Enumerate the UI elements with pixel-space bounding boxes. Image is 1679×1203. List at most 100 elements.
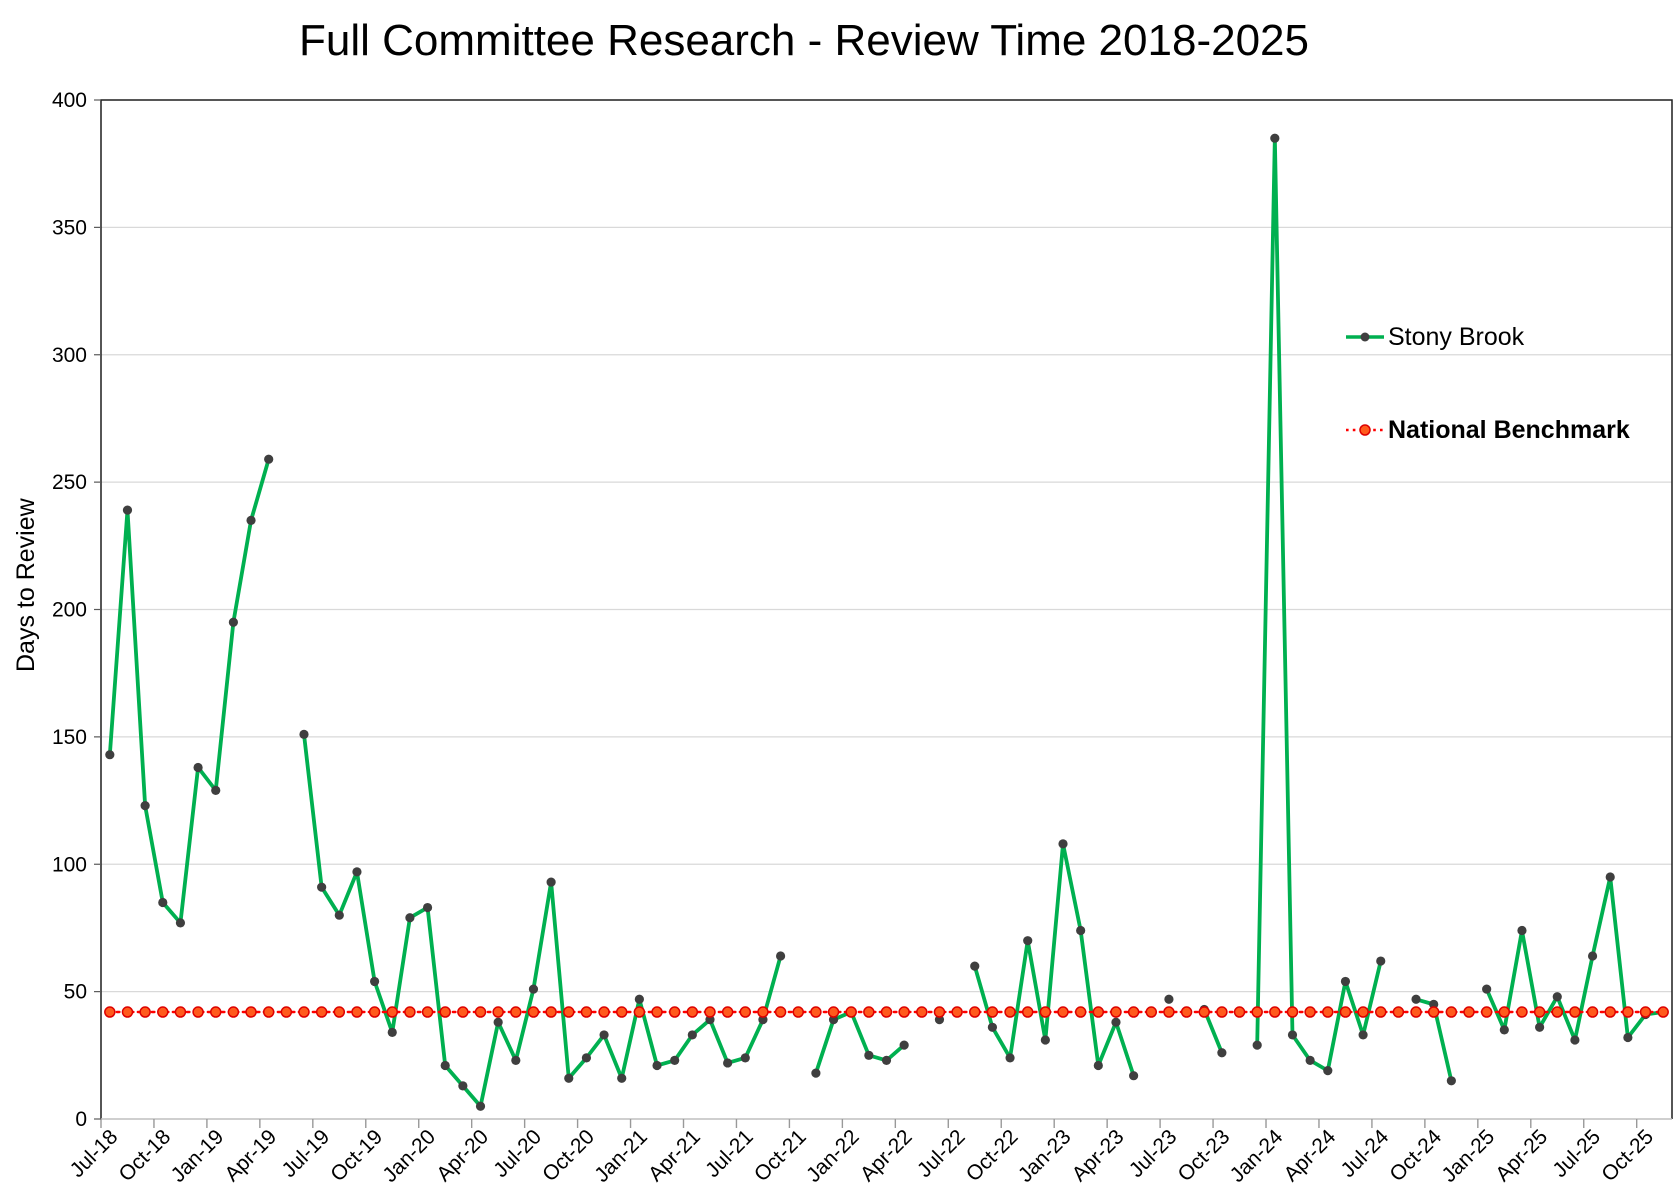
stony-brook-data-point <box>546 877 556 887</box>
benchmark-data-point <box>386 1006 399 1018</box>
benchmark-data-point <box>1163 1006 1175 1018</box>
benchmark-data-point <box>1427 1006 1440 1018</box>
benchmark-data-point <box>1445 1006 1458 1018</box>
x-tick-label: Oct-22 <box>962 1125 1023 1186</box>
benchmark-data-point <box>174 1006 187 1018</box>
legend-label-national-benchmark: National Benchmark <box>1388 415 1630 444</box>
benchmark-data-point <box>933 1006 946 1018</box>
stony-brook-data-point <box>1570 1035 1580 1045</box>
stony-brook-data-point <box>970 961 980 971</box>
benchmark-data-point <box>1074 1006 1087 1018</box>
stony-brook-data-point <box>458 1081 468 1091</box>
y-tick-label: 400 <box>52 89 87 112</box>
stony-brook-data-point <box>405 913 415 923</box>
y-tick-label: 350 <box>52 216 87 239</box>
benchmark-data-point <box>157 1006 169 1018</box>
benchmark-data-point <box>1410 1006 1422 1018</box>
benchmark-data-point <box>368 1006 381 1018</box>
stony-brook-data-point <box>1270 133 1280 143</box>
y-tick-label: 0 <box>75 1108 87 1131</box>
x-tick-label: Oct-23 <box>1174 1125 1235 1186</box>
benchmark-data-point <box>1551 1006 1564 1018</box>
x-tick-label: Jul-22 <box>913 1125 970 1182</box>
y-tick-label: 250 <box>52 471 87 494</box>
stony-brook-data-point <box>1111 1017 1121 1027</box>
stony-brook-data-point <box>422 902 433 913</box>
stony-brook-line-segment <box>107 457 271 925</box>
benchmark-data-point <box>227 1006 240 1018</box>
benchmark-data-point <box>668 1006 681 1018</box>
stony-brook-data-point <box>1411 994 1421 1004</box>
benchmark-data-point <box>704 1006 716 1018</box>
stony-brook-data-point <box>1093 1060 1103 1071</box>
stony-brook-data-point <box>1499 1025 1509 1035</box>
x-tick-label: Oct-20 <box>538 1125 599 1186</box>
stony-brook-line-segment <box>302 732 783 1109</box>
benchmark-data-point <box>863 1006 875 1018</box>
benchmark-data-point <box>404 1006 416 1018</box>
benchmark-data-point <box>510 1006 522 1018</box>
y-tick-label: 200 <box>52 599 87 622</box>
stony-brook-data-point <box>228 617 238 627</box>
stony-brook-data-point <box>1252 1040 1262 1050</box>
benchmark-data-point <box>1480 1006 1493 1018</box>
stony-brook-data-point <box>723 1058 733 1068</box>
benchmark-data-point <box>563 1006 575 1018</box>
stony-brook-data-point <box>670 1055 680 1066</box>
benchmark-data-point <box>245 1006 257 1018</box>
benchmark-data-point <box>298 1006 310 1018</box>
benchmark-data-point <box>1357 1006 1369 1018</box>
benchmark-data-point <box>1657 1006 1669 1018</box>
benchmark-data-point <box>1092 1006 1105 1018</box>
stony-brook-data-point <box>1023 936 1033 946</box>
benchmark-data-point <box>1180 1006 1193 1018</box>
stony-brook-data-point <box>705 1015 715 1025</box>
chart-title: Full Committee Research - Review Time 20… <box>299 16 1309 65</box>
x-tick-label: Apr-21 <box>644 1125 705 1186</box>
x-tick-label: Jul-25 <box>1548 1125 1605 1182</box>
stony-brook-data-point <box>1129 1071 1139 1081</box>
benchmark-data-point <box>545 1006 557 1018</box>
benchmark-data-point <box>1392 1006 1405 1018</box>
benchmark-data-point <box>1304 1006 1316 1018</box>
benchmark-data-point <box>845 1006 857 1018</box>
benchmark-data-point <box>315 1006 328 1018</box>
benchmark-data-point <box>986 1006 999 1018</box>
stony-brook-data-point <box>899 1040 909 1050</box>
stony-brook-data-point <box>1429 999 1439 1009</box>
stony-brook-swatch-icon <box>1346 332 1384 342</box>
benchmark-data-point <box>1339 1006 1352 1018</box>
benchmark-data-point <box>739 1006 752 1018</box>
benchmark-data-point <box>774 1006 787 1018</box>
stony-brook-data-point <box>652 1060 662 1071</box>
stony-brook-data-point <box>193 762 203 773</box>
benchmark-data-point <box>104 1006 116 1018</box>
stony-brook-data-point <box>440 1060 450 1071</box>
y-tick-label: 300 <box>52 344 87 367</box>
benchmark-data-point <box>527 1006 540 1018</box>
benchmark-data-point <box>598 1006 610 1018</box>
benchmark-data-point <box>1216 1006 1228 1018</box>
benchmark-data-point <box>615 1006 628 1018</box>
stony-brook-data-point <box>1287 1030 1298 1040</box>
legend-item-stony-brook: Stony Brook <box>1345 322 1630 352</box>
x-tick-label: Jul-18 <box>66 1125 123 1182</box>
stony-brook-line-segment <box>972 841 1136 1078</box>
stony-brook-data-point <box>599 1030 609 1040</box>
stony-brook-data-point <box>122 505 133 515</box>
benchmark-data-point <box>969 1006 981 1018</box>
stony-brook-data-point <box>617 1073 627 1083</box>
benchmark-data-point <box>262 1006 275 1018</box>
stony-brook-data-point <box>1058 839 1068 849</box>
legend: Stony Brook National Benchmark <box>1345 322 1630 445</box>
x-tick-label: Oct-25 <box>1597 1125 1658 1186</box>
benchmark-data-point <box>121 1006 134 1018</box>
stony-brook-data-point <box>1552 992 1562 1002</box>
stony-brook-data-point <box>1605 872 1615 882</box>
x-tick-label: Oct-19 <box>326 1125 387 1186</box>
y-tick-label: 100 <box>52 853 87 876</box>
benchmark-data-point <box>351 1006 363 1018</box>
benchmark-data-point <box>192 1006 204 1018</box>
stony-brook-data-point <box>828 1015 839 1025</box>
benchmark-data-point <box>1463 1006 1475 1018</box>
